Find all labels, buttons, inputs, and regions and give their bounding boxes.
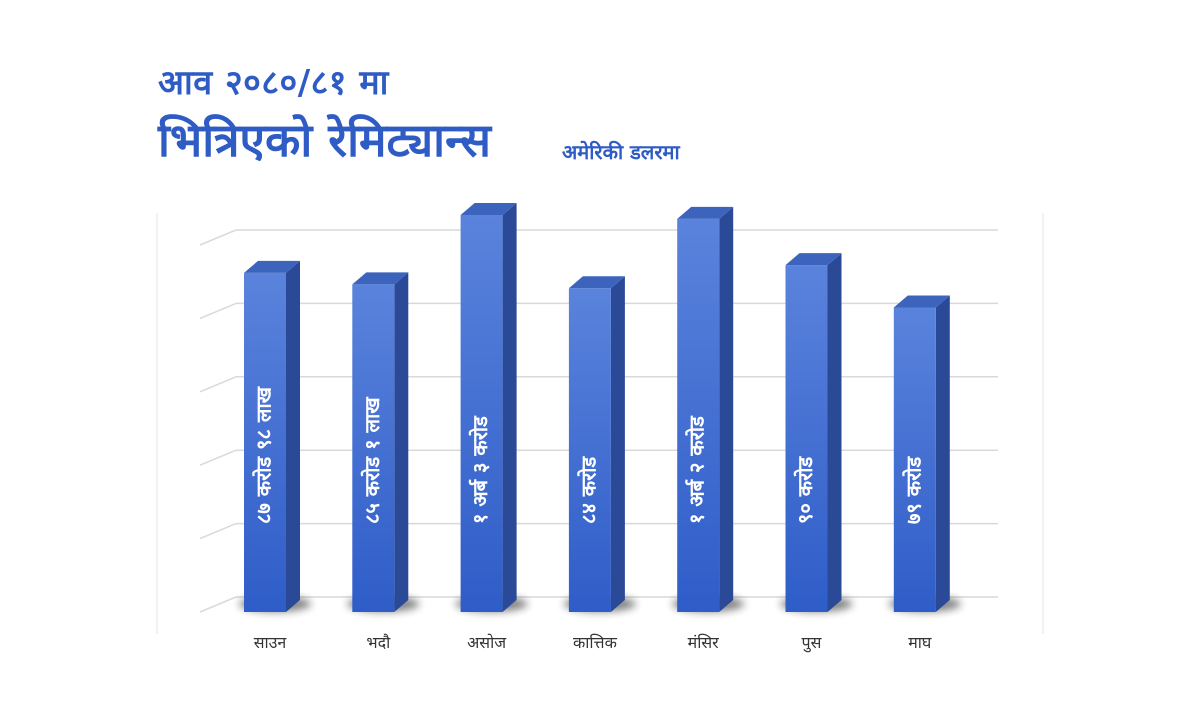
bar-top xyxy=(785,253,842,266)
bar-top xyxy=(352,272,409,285)
category-label: साउन xyxy=(254,633,288,652)
gridline-depth xyxy=(199,449,237,466)
bar-top xyxy=(893,295,950,308)
bar-top xyxy=(460,202,517,215)
gridline-depth xyxy=(199,229,237,246)
chart-frame xyxy=(156,213,1044,634)
category-label: पुस xyxy=(802,633,823,653)
bar-5: १ अर्ब २ करोड xyxy=(672,206,745,612)
bar-side xyxy=(827,253,842,612)
bar-data-label: ८४ करोड xyxy=(576,456,600,524)
chart-title-line2: भित्रिएको रेमिट्यान्स xyxy=(158,113,492,167)
gridline-depth xyxy=(199,596,237,613)
category-label: माघ xyxy=(908,633,932,652)
bar-data-label: १ अर्ब ३ करोड xyxy=(468,415,492,524)
bar-data-label: ९० करोड xyxy=(793,456,817,524)
bar-side xyxy=(610,276,625,612)
bar-data-label: ८५ करोड १ लाख xyxy=(360,396,384,524)
chart-unit-label: अमेरिकी डलरमा xyxy=(562,140,680,164)
category-label: मंसिर xyxy=(688,633,720,652)
bar-data-label: ७९ करोड xyxy=(901,456,925,524)
bar-7: ७९ करोड xyxy=(888,295,961,612)
bar-6: ९० करोड xyxy=(780,253,853,612)
bar-data-label: १ अर्ब २ करोड xyxy=(685,415,709,524)
bar-4: ८४ करोड xyxy=(563,276,636,612)
gridline-depth xyxy=(199,376,237,393)
bar-front xyxy=(460,214,503,612)
bar-1: ८७ करोड ९८ लाख xyxy=(239,260,311,612)
bar-front xyxy=(568,288,611,612)
bar-side xyxy=(935,295,950,612)
bar-top xyxy=(677,206,734,219)
category-label: भदौ xyxy=(366,633,391,652)
chart-category-labels: साउन भदौ असोज कात्तिक मंसिर पुस माघ xyxy=(254,633,932,653)
bar-3: १ अर्ब ३ करोड xyxy=(455,202,528,612)
bar-front xyxy=(677,218,720,612)
bar-data-label: ८७ करोड ९८ लाख xyxy=(252,385,276,524)
bar-front xyxy=(352,284,395,612)
bar-front xyxy=(785,265,828,612)
bar-top xyxy=(244,260,300,273)
chart-title-line1: आव २०८०/८१ मा xyxy=(158,63,389,103)
gridline-depth xyxy=(199,302,237,320)
bar-2: ८५ करोड १ लाख xyxy=(347,272,420,612)
category-label: असोज xyxy=(467,633,507,652)
bar-side xyxy=(719,206,734,612)
bar-side xyxy=(502,202,517,612)
bar-side xyxy=(394,272,409,612)
bar-front xyxy=(244,272,286,612)
category-label: कात्तिक xyxy=(573,633,618,652)
bar-front xyxy=(893,307,936,612)
gridline-depth xyxy=(199,522,237,540)
chart-bars: ८७ करोड ९८ लाख ८५ करोड १ लाख १ अर्ब ३ करोड… xyxy=(239,202,961,612)
bar-side xyxy=(286,260,300,612)
bar-top xyxy=(568,276,625,289)
